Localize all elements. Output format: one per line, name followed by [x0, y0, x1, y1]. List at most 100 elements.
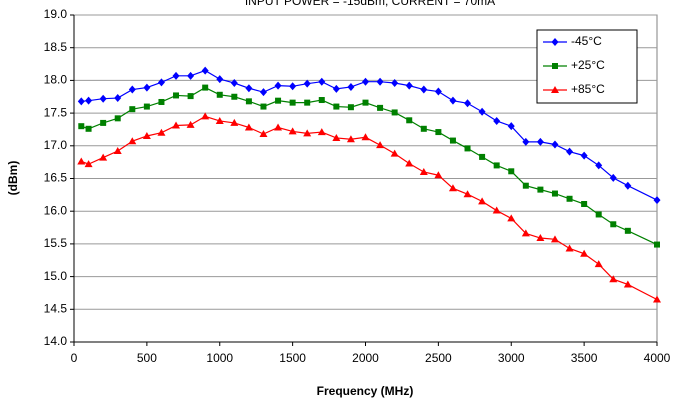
marker	[187, 71, 195, 80]
marker	[216, 75, 224, 84]
marker	[143, 83, 151, 92]
marker	[508, 168, 515, 175]
y-tick-label: 16.5	[44, 171, 68, 185]
marker	[420, 125, 427, 132]
x-tick-label: 2000	[352, 351, 379, 365]
marker	[609, 275, 618, 283]
marker	[78, 123, 85, 130]
marker	[435, 129, 442, 136]
marker	[347, 82, 355, 91]
marker	[420, 85, 428, 94]
x-tick-label: 4000	[644, 351, 671, 365]
marker	[595, 211, 602, 218]
marker	[362, 77, 369, 86]
marker	[172, 71, 180, 80]
marker	[347, 104, 354, 111]
marker	[448, 184, 457, 192]
marker	[478, 197, 487, 205]
marker	[362, 99, 369, 106]
marker	[259, 130, 268, 138]
marker	[303, 79, 311, 88]
legend-label: -45°C	[571, 34, 602, 48]
marker	[609, 173, 617, 182]
marker	[623, 280, 632, 288]
marker	[492, 206, 501, 214]
marker	[580, 151, 588, 160]
marker	[594, 260, 603, 268]
series-line	[81, 86, 658, 246]
marker	[464, 99, 472, 108]
marker	[289, 99, 296, 106]
marker	[303, 129, 312, 137]
marker	[581, 201, 588, 208]
marker	[275, 97, 282, 104]
series-line	[81, 69, 658, 201]
marker	[173, 92, 180, 99]
y-axis-label: (dBm)	[6, 161, 20, 196]
legend-marker	[552, 63, 558, 69]
marker	[624, 181, 632, 190]
marker	[624, 227, 631, 234]
marker	[536, 137, 544, 146]
marker	[346, 135, 355, 143]
marker	[202, 84, 209, 91]
series-line	[81, 115, 658, 301]
marker	[361, 133, 370, 141]
marker	[99, 153, 108, 161]
marker	[566, 195, 573, 202]
marker	[464, 145, 471, 152]
y-tick-label: 15.5	[44, 236, 68, 250]
marker	[521, 229, 530, 237]
marker	[231, 93, 238, 100]
marker	[259, 88, 267, 97]
legend-label: +25°C	[571, 58, 605, 72]
marker	[390, 149, 399, 157]
y-tick-label: 17.5	[44, 105, 68, 119]
marker	[566, 147, 574, 156]
marker	[230, 79, 238, 88]
x-axis-label: Frequency (MHz)	[317, 384, 414, 398]
marker	[114, 115, 121, 122]
marker	[245, 98, 252, 105]
marker	[318, 97, 325, 104]
marker	[172, 121, 181, 129]
marker	[536, 234, 545, 242]
marker	[215, 116, 224, 124]
marker	[318, 77, 326, 86]
marker	[245, 84, 253, 93]
marker	[610, 221, 617, 228]
marker	[550, 235, 559, 243]
y-tick-label: 14.5	[44, 301, 68, 315]
marker	[507, 122, 515, 131]
marker	[405, 159, 414, 167]
marker	[260, 103, 267, 110]
legend-marker	[551, 38, 559, 46]
marker	[580, 249, 589, 257]
marker	[479, 153, 486, 160]
marker	[493, 116, 501, 125]
marker	[288, 127, 297, 135]
marker	[332, 84, 340, 93]
marker	[100, 119, 107, 126]
marker	[377, 104, 384, 111]
y-tick-label: 14.0	[44, 334, 68, 348]
marker	[85, 125, 92, 132]
legend-label: +85°C	[571, 82, 605, 96]
marker	[419, 167, 428, 175]
marker	[595, 161, 603, 170]
marker	[391, 109, 398, 116]
x-tick-label: 0	[71, 351, 78, 365]
marker	[449, 96, 457, 105]
marker	[157, 78, 165, 87]
marker	[274, 81, 282, 90]
marker	[434, 171, 443, 179]
marker	[507, 214, 516, 222]
marker	[405, 81, 413, 90]
marker	[653, 295, 661, 303]
marker	[187, 93, 194, 100]
marker	[551, 190, 558, 197]
legend-marker	[551, 86, 559, 93]
marker	[143, 103, 150, 110]
y-tick-label: 16.0	[44, 203, 68, 217]
marker	[77, 157, 86, 165]
